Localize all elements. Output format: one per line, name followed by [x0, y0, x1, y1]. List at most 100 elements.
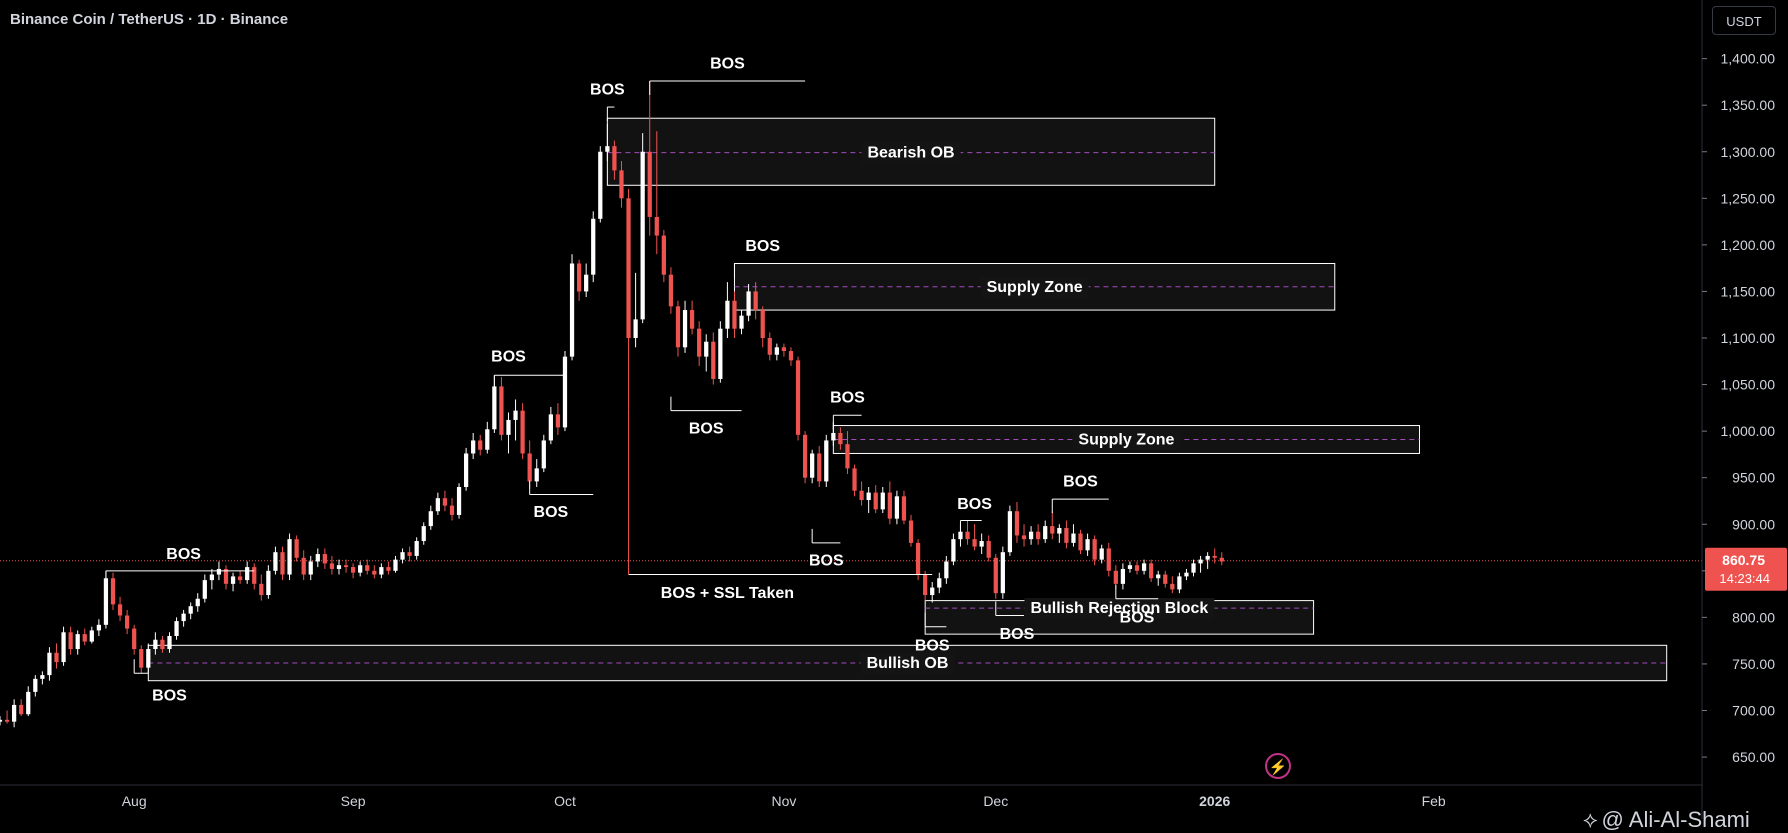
- candle-body: [605, 146, 610, 152]
- candle-body: [972, 539, 977, 547]
- candle-body: [548, 414, 553, 441]
- candle-body: [993, 557, 998, 594]
- candle-body: [1127, 565, 1133, 569]
- candle-body: [951, 539, 956, 562]
- y-tick-label: 1,150.00: [1721, 283, 1776, 299]
- candle-body: [1149, 563, 1154, 579]
- candle-body: [626, 198, 631, 338]
- candle-body: [562, 356, 568, 428]
- candle-body: [781, 347, 787, 352]
- candle-body: [1219, 557, 1224, 562]
- x-tick-label: Feb: [1422, 793, 1446, 809]
- zone-label-bg: [1072, 429, 1181, 451]
- candle-body: [365, 565, 370, 571]
- candle-body: [584, 274, 589, 292]
- zone-label-bg: [980, 276, 1089, 298]
- candle-body: [96, 624, 101, 631]
- candle-body: [598, 151, 603, 219]
- candle-body: [132, 628, 137, 650]
- x-tick-label: Oct: [554, 793, 576, 809]
- candle-body: [506, 419, 511, 435]
- candle-body: [146, 649, 151, 668]
- candle-body: [682, 310, 688, 348]
- candle-body: [1050, 526, 1055, 534]
- candle-body: [47, 652, 52, 676]
- candle-body: [887, 492, 892, 519]
- currency-unit-button[interactable]: USDT: [1712, 6, 1776, 35]
- y-tick-label: 950.00: [1732, 470, 1775, 486]
- price-badge: [1705, 547, 1787, 591]
- candle-body: [1057, 527, 1062, 534]
- candle-body: [492, 386, 497, 430]
- candle-body: [527, 453, 532, 482]
- candle-body: [654, 216, 659, 236]
- y-tick-label: 1,200.00: [1721, 237, 1776, 253]
- candle-body: [1205, 555, 1210, 560]
- candle-body: [237, 576, 243, 581]
- y-tick-label: 1,050.00: [1721, 377, 1776, 393]
- candle-body: [1014, 511, 1020, 536]
- candle-body: [901, 496, 907, 521]
- candle-body: [478, 440, 483, 450]
- candle-body: [520, 410, 525, 454]
- candle-body: [485, 429, 490, 450]
- author-watermark: ⟡ @ Ali-Al-Shami: [1583, 807, 1750, 833]
- candle-body: [336, 565, 342, 569]
- candle-body: [195, 598, 200, 607]
- candle-body: [1163, 574, 1168, 584]
- candle-body: [167, 636, 172, 650]
- y-tick-label: 900.00: [1732, 516, 1775, 532]
- bos-label: BOS: [534, 504, 569, 521]
- candle-body: [831, 432, 836, 441]
- candle-body: [1156, 574, 1161, 579]
- candle-body: [259, 583, 264, 596]
- candle-body: [894, 496, 900, 519]
- candle-body: [697, 328, 702, 357]
- candle-body: [802, 434, 808, 478]
- candle-body: [1043, 526, 1048, 540]
- candle-body: [463, 453, 469, 487]
- candle-body: [1071, 533, 1076, 543]
- candle-body: [174, 621, 179, 636]
- candle-body: [1007, 511, 1013, 553]
- bos-label: BOS: [830, 390, 865, 407]
- candle-body: [1021, 535, 1027, 540]
- bos-label: BOS: [689, 420, 724, 437]
- candle-body: [513, 410, 518, 420]
- candle-body: [393, 559, 398, 571]
- candle-body: [965, 531, 970, 540]
- y-tick-label: 700.00: [1732, 703, 1775, 719]
- candle-body: [1000, 552, 1005, 594]
- zone-label: Supply Zone: [1078, 432, 1174, 449]
- candle-body: [852, 468, 857, 491]
- candle-body: [435, 498, 440, 512]
- candle-body: [824, 440, 829, 482]
- candle-body: [202, 580, 207, 599]
- y-tick-label: 1,400.00: [1721, 51, 1776, 67]
- y-tick-label: 800.00: [1732, 609, 1775, 625]
- candle-body: [1191, 563, 1196, 573]
- candle-body: [1212, 555, 1217, 558]
- lightning-icon[interactable]: ⚡: [1265, 753, 1291, 779]
- candle-body: [103, 578, 109, 625]
- watermark-text: @ Ali-Al-Shami: [1601, 807, 1750, 832]
- y-tick-label: 1,000.00: [1721, 423, 1776, 439]
- candle-body: [287, 539, 292, 575]
- candle-body: [230, 576, 236, 584]
- chart-title: Binance Coin / TetherUS · 1D · Binance: [10, 11, 289, 28]
- candle-body: [499, 386, 504, 435]
- candle-body: [252, 567, 257, 584]
- candles-layer: [0, 80, 1224, 728]
- candle-body: [689, 310, 695, 329]
- x-tick-label: Aug: [122, 793, 147, 809]
- candle-body: [449, 505, 455, 515]
- candle-body: [471, 440, 476, 454]
- bos-label: BOS: [809, 553, 844, 570]
- candle-body: [1120, 568, 1126, 584]
- candle-body: [343, 565, 349, 568]
- candle-body: [718, 328, 723, 379]
- zone-label: Bullish Rejection Block: [1030, 600, 1208, 617]
- candle-body: [294, 539, 299, 558]
- candle-body: [915, 542, 921, 575]
